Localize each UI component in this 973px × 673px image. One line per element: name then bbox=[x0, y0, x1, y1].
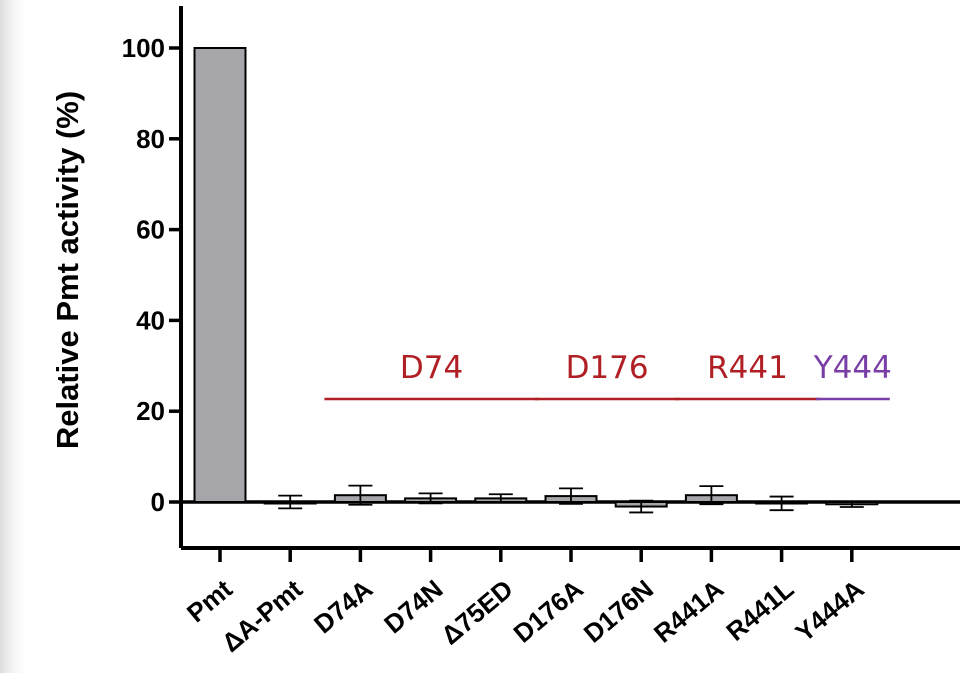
y-tick-label-100: 100 bbox=[122, 33, 165, 63]
error-bar-4 bbox=[488, 493, 513, 504]
category-label-9: Y444A bbox=[789, 573, 869, 647]
group-d74: D74 bbox=[324, 350, 539, 401]
y-axis-label: Relative Pmt activity (%) bbox=[50, 91, 85, 449]
y-tick-label-60: 60 bbox=[136, 215, 165, 245]
error-bar-3 bbox=[418, 492, 443, 505]
category-label-6: D176N bbox=[578, 574, 659, 649]
y-ticks: 0 20 40 60 80 100 bbox=[122, 33, 181, 517]
axes bbox=[179, 6, 960, 550]
group-label: D74 bbox=[400, 350, 463, 386]
group-label: Y444 bbox=[813, 350, 892, 386]
error-bar-9 bbox=[839, 500, 864, 508]
error-bars bbox=[278, 484, 864, 514]
group-r441: R441 bbox=[675, 350, 820, 401]
group-d176: D176 bbox=[535, 350, 680, 401]
category-label-2: D74A bbox=[308, 573, 378, 639]
group-annotations: D74 D176 R441 Y444 bbox=[324, 350, 892, 401]
edge-shade bbox=[0, 0, 30, 673]
category-label-5: D176A bbox=[508, 573, 589, 648]
bar-0 bbox=[193, 47, 247, 503]
category-label-7: R441A bbox=[648, 573, 729, 648]
error-bar-6 bbox=[629, 499, 654, 514]
y-tick-label-40: 40 bbox=[136, 305, 165, 335]
left-edge-shading bbox=[0, 0, 30, 673]
category-label-8: R441L bbox=[720, 574, 799, 647]
error-bar-7 bbox=[699, 485, 724, 506]
group-label: R441 bbox=[707, 350, 788, 386]
category-label-1: ΔA-Pmt bbox=[216, 573, 309, 657]
y-tick-label-80: 80 bbox=[136, 124, 165, 154]
error-bar-8 bbox=[769, 495, 794, 512]
error-bar-2 bbox=[348, 484, 373, 506]
bars bbox=[193, 47, 879, 508]
group-y444: Y444 bbox=[813, 350, 892, 401]
y-tick-label-0: 0 bbox=[151, 487, 165, 517]
error-bar-1 bbox=[278, 494, 303, 510]
category-label-0: Pmt bbox=[181, 573, 238, 628]
group-label: D176 bbox=[566, 350, 649, 386]
category-label-4: Δ75ED bbox=[435, 574, 518, 651]
error-bar-5 bbox=[559, 487, 583, 505]
y-tick-label-20: 20 bbox=[136, 396, 165, 426]
